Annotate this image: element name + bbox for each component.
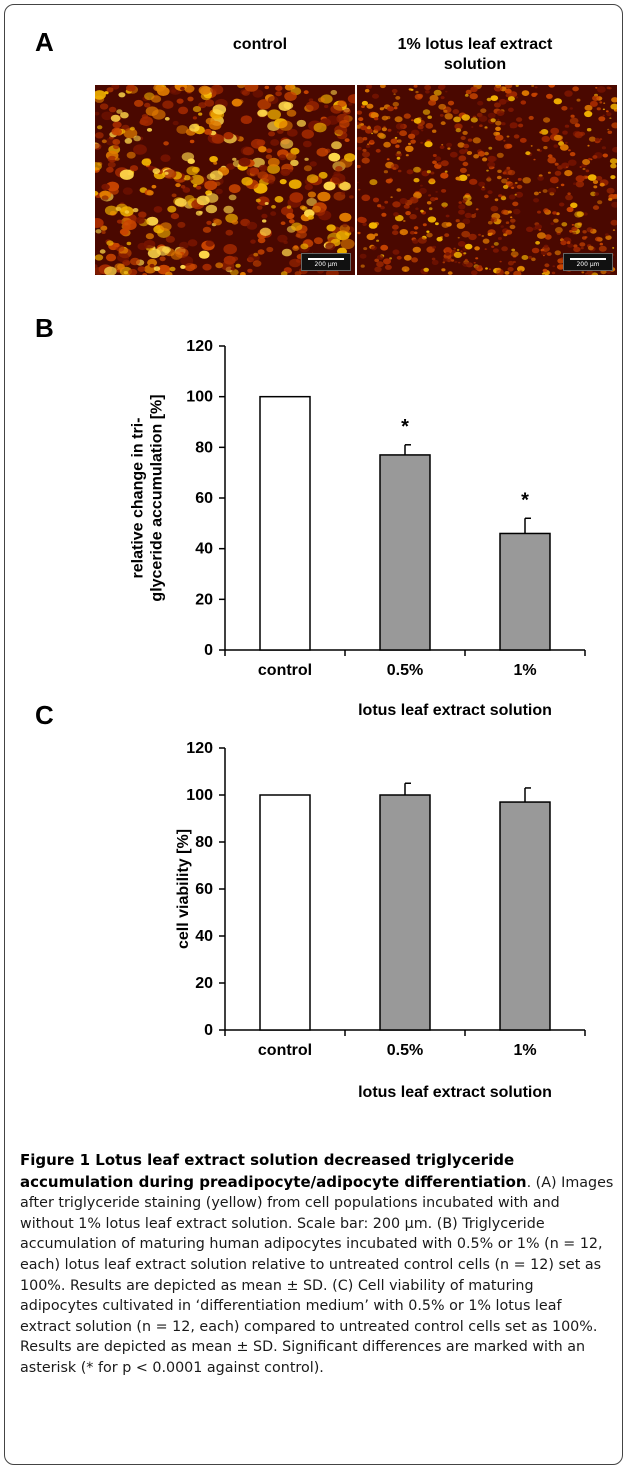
bar (499, 801, 551, 1031)
bar (499, 532, 551, 651)
y-tick-label: 120 (186, 740, 213, 757)
micrograph-lotus-image (357, 85, 617, 275)
y-tick-label: 100 (186, 389, 213, 406)
significance-marker: * (521, 489, 529, 511)
micrograph-lotus: 200 µm (357, 85, 617, 275)
y-axis-label: relative change in tri-glyceride accumul… (130, 394, 166, 601)
category-label: control (258, 1042, 312, 1059)
y-tick-label: 80 (195, 834, 213, 851)
y-tick-label: 100 (186, 787, 213, 804)
y-tick-label: 20 (195, 975, 213, 992)
bar (259, 395, 311, 651)
significance-marker: * (401, 416, 409, 438)
y-tick-label: 80 (195, 439, 213, 456)
y-tick-label: 120 (186, 338, 213, 355)
y-tick-label: 20 (195, 591, 213, 608)
micrograph-control-image (95, 85, 355, 275)
image-title-control: control (232, 36, 288, 53)
y-tick-label: 0 (204, 642, 213, 659)
caption-title: Figure 1 Lotus leaf extract solution dec… (20, 1151, 527, 1191)
bar (379, 454, 431, 651)
y-tick-label: 40 (195, 541, 213, 558)
category-label: 0.5% (387, 662, 423, 679)
caption-text: . (A) Images after triglyceride staining… (20, 1174, 614, 1376)
y-tick-label: 60 (195, 881, 213, 898)
y-tick-label: 0 (204, 1022, 213, 1039)
chart-cell-viability: 0 20 40 60 80 100 120 control 0.5% 1% lotus leaf e… (175, 740, 586, 1101)
y-axis-label: cell viability [%] (175, 829, 192, 949)
bar (259, 794, 311, 1031)
micrograph-control: 200 µm (95, 85, 355, 275)
panel-letter-c: C (35, 700, 54, 730)
figure-caption: Figure 1 Lotus leaf extract solution dec… (20, 1150, 615, 1379)
scale-bar-label: 200 µm (576, 261, 600, 268)
x-axis-label: lotus leaf extract solution (358, 1084, 552, 1101)
image-title-lotus: 1% lotus leaf extract solution (397, 36, 553, 73)
panel-letter-b: B (35, 313, 54, 343)
category-label: 0.5% (387, 1042, 423, 1059)
scale-bar: 200 µm (563, 253, 613, 271)
scale-bar: 200 µm (301, 253, 351, 271)
panel-letter-a: A (35, 27, 54, 57)
bar (379, 794, 431, 1031)
category-label: control (258, 662, 312, 679)
x-axis-label: lotus leaf extract solution (358, 702, 552, 719)
scale-bar-label: 200 µm (314, 261, 338, 268)
y-tick-label: 40 (195, 928, 213, 945)
y-tick-label: 60 (195, 490, 213, 507)
category-label: 1% (513, 662, 536, 679)
category-label: 1% (513, 1042, 536, 1059)
chart-triglyceride: 0 20 40 60 80 100 120 control * 0.5% * 1% lotus leaf… (130, 338, 586, 719)
